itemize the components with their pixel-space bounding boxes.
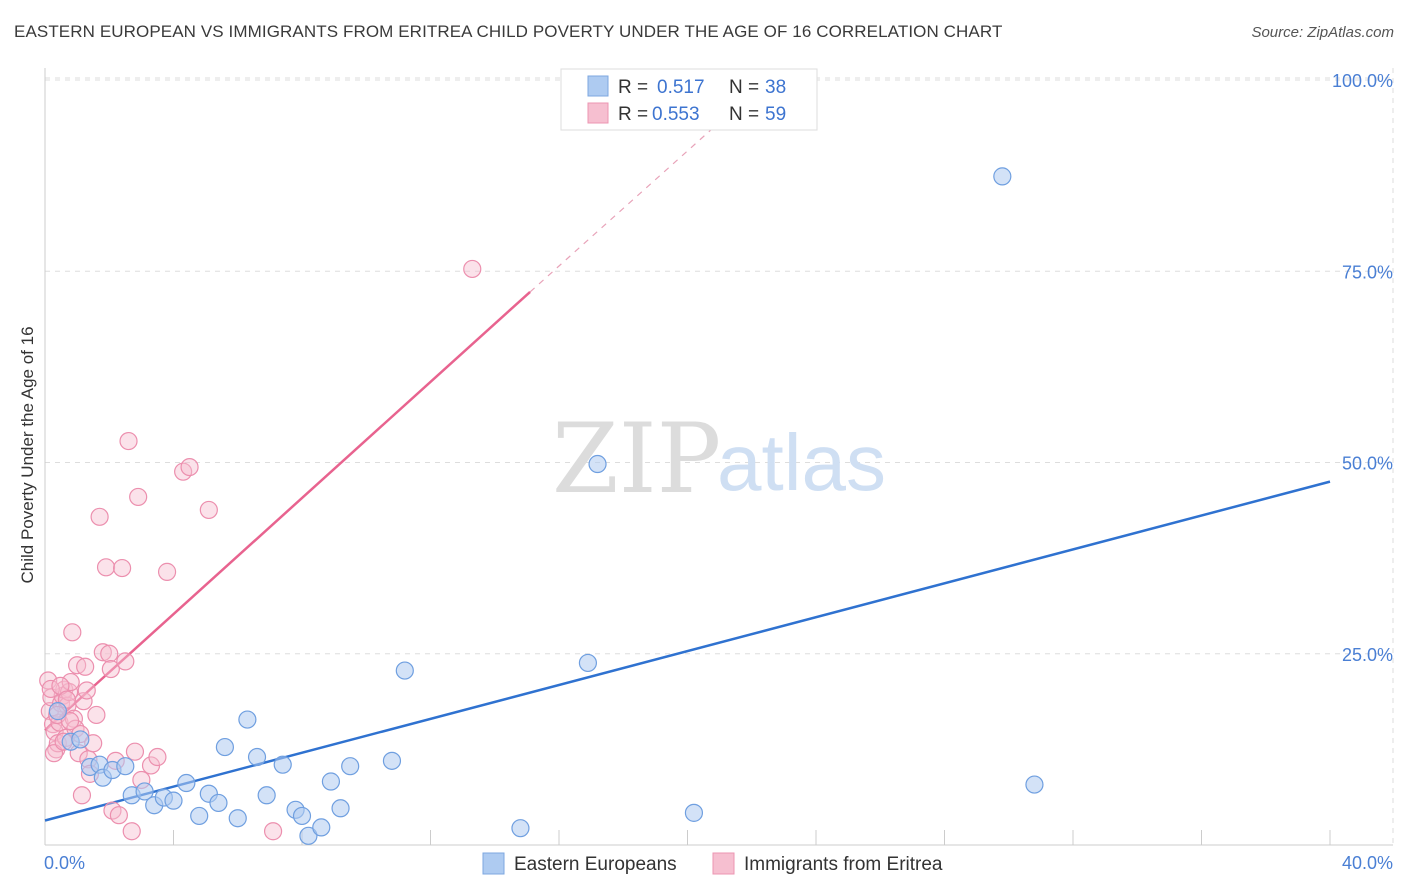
point-eastern-europeans xyxy=(257,786,276,805)
point-eritrea xyxy=(116,652,135,671)
point-eastern-europeans xyxy=(215,737,234,757)
point-eastern-europeans xyxy=(1025,775,1044,794)
point-eritrea xyxy=(63,623,82,642)
bottom-legend-label-1: Eastern Europeans xyxy=(514,854,677,875)
legend-r-label-2: R = xyxy=(618,104,648,125)
point-eritrea xyxy=(263,822,283,841)
source-label: Source: ZipAtlas.com xyxy=(1251,24,1394,41)
axes xyxy=(44,68,1393,846)
point-eritrea xyxy=(77,681,96,700)
watermark: ZIP atlas xyxy=(552,403,886,515)
point-eastern-europeans xyxy=(321,772,341,791)
point-eastern-europeans xyxy=(684,803,704,822)
point-eastern-europeans xyxy=(135,782,154,801)
point-eritrea xyxy=(157,562,177,581)
watermark-zip: ZIP xyxy=(552,403,721,515)
point-eastern-europeans xyxy=(116,757,135,776)
point-eritrea xyxy=(87,705,106,725)
point-eastern-europeans xyxy=(578,653,598,673)
point-eastern-europeans xyxy=(341,757,360,776)
point-eritrea xyxy=(101,659,120,679)
x-tick-label-min: 0.0% xyxy=(44,853,85,873)
legend-r-label-1: R = xyxy=(618,77,648,98)
point-eritrea xyxy=(122,822,141,841)
bottom-legend: Eastern Europeans Immigrants from Eritre… xyxy=(482,852,943,875)
legend-swatch-pink xyxy=(587,102,609,124)
point-eastern-europeans xyxy=(190,806,209,826)
point-eritrea xyxy=(90,507,109,526)
point-eastern-europeans xyxy=(48,702,67,721)
point-eastern-europeans xyxy=(164,791,183,810)
y-tick-label: 50.0% xyxy=(1342,454,1393,474)
bottom-legend-swatch-blue xyxy=(482,852,505,875)
legend-swatch-blue xyxy=(587,75,609,97)
point-eastern-europeans xyxy=(71,730,90,749)
watermark-atlas: atlas xyxy=(717,418,886,507)
point-eritrea xyxy=(93,643,112,662)
bottom-legend-swatch-pink xyxy=(712,852,735,875)
y-tick-labels: 100.0% 75.0% 50.0% 25.0% xyxy=(1332,71,1393,665)
point-eritrea xyxy=(180,457,199,477)
trend-line-eritrea-extension xyxy=(529,121,721,293)
point-eritrea xyxy=(103,801,122,820)
x-tick-label-max: 40.0% xyxy=(1342,853,1393,873)
point-eritrea xyxy=(148,747,167,767)
point-eritrea xyxy=(100,644,119,663)
legend-r-value-2: 0.553 xyxy=(652,104,700,125)
data-points xyxy=(39,167,1044,845)
point-eritrea xyxy=(129,487,148,507)
stats-legend: R = 0.517 N = 38 R = 0.553 N = 59 xyxy=(560,68,818,131)
point-eritrea xyxy=(96,558,116,577)
point-eastern-europeans xyxy=(312,818,331,837)
point-eritrea xyxy=(463,259,482,279)
legend-r-value-1: 0.517 xyxy=(657,77,705,98)
point-eritrea xyxy=(112,558,132,578)
point-eritrea xyxy=(125,742,145,761)
point-eritrea xyxy=(72,786,92,805)
legend-n-value-1: 38 xyxy=(765,77,786,98)
point-eritrea xyxy=(109,806,128,825)
y-tick-label: 25.0% xyxy=(1342,645,1393,665)
point-eastern-europeans xyxy=(247,747,267,767)
point-eritrea xyxy=(174,462,193,481)
point-eastern-europeans xyxy=(511,819,530,838)
point-eritrea xyxy=(76,657,95,676)
chart-title: EASTERN EUROPEAN VS IMMIGRANTS FROM ERIT… xyxy=(14,22,1003,41)
point-eastern-europeans xyxy=(292,806,312,826)
legend-n-label-2: N = xyxy=(729,104,759,125)
y-tick-label: 100.0% xyxy=(1332,71,1393,91)
point-eritrea xyxy=(199,500,218,520)
trend-line-eastern-europeans xyxy=(44,480,1331,822)
point-eastern-europeans xyxy=(382,751,402,770)
y-axis-title: Child Poverty Under the Age of 16 xyxy=(18,326,37,583)
point-eastern-europeans xyxy=(177,773,196,793)
point-eritrea xyxy=(60,711,80,731)
point-eastern-europeans xyxy=(395,661,414,680)
point-eastern-europeans xyxy=(228,809,247,828)
point-eastern-europeans xyxy=(209,793,228,813)
legend-n-label-1: N = xyxy=(729,77,759,98)
bottom-legend-label-2: Immigrants from Eritrea xyxy=(744,854,943,875)
point-eastern-europeans xyxy=(588,454,607,474)
point-eastern-europeans xyxy=(238,710,257,729)
point-eastern-europeans xyxy=(299,826,318,845)
point-eastern-europeans xyxy=(993,167,1012,186)
point-eritrea xyxy=(119,431,138,451)
trend-line-eritrea xyxy=(44,290,531,732)
y-tick-label: 75.0% xyxy=(1342,262,1393,282)
point-eastern-europeans xyxy=(273,755,292,774)
legend-n-value-2: 59 xyxy=(765,104,786,125)
point-eritrea xyxy=(61,672,80,692)
point-eastern-europeans xyxy=(331,799,350,818)
